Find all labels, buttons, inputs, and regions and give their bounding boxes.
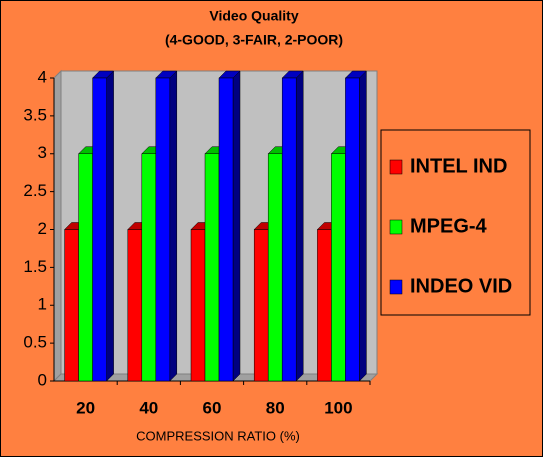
x-tick-label: 100 [324, 398, 352, 417]
bar [92, 77, 107, 382]
bar [127, 229, 143, 382]
bar [281, 77, 297, 382]
bar-side [295, 70, 304, 382]
y-tick-label: 3 [38, 143, 47, 162]
bar [218, 77, 234, 382]
y-tick-label: 2 [38, 219, 47, 238]
y-tick-label: 2.5 [23, 181, 47, 200]
bar [267, 153, 283, 382]
side-wall [53, 69, 62, 383]
y-tick-label: 4 [38, 67, 47, 86]
bar [317, 229, 332, 382]
legend-label: INDEO VID [410, 275, 512, 297]
bar-side [232, 70, 241, 382]
legend-box [380, 129, 531, 316]
bar [78, 153, 93, 382]
legend-swatch [389, 219, 403, 235]
chart-title: Video Quality [209, 8, 298, 24]
chart-subtitle: (4-GOOD, 3-FAIR, 2-POOR) [165, 32, 343, 48]
x-tick-label: 80 [266, 398, 285, 417]
legend-swatch [389, 279, 403, 295]
x-tick-label: 40 [139, 398, 158, 417]
bar-side [106, 70, 114, 382]
legend-label: MPEG-4 [410, 215, 488, 237]
x-tick-label: 60 [203, 398, 222, 417]
bar [190, 229, 206, 382]
y-tick-label: 0 [38, 370, 47, 389]
bar [64, 229, 79, 382]
bar [345, 77, 360, 382]
legend-label: INTEL IND [410, 155, 507, 177]
bar [141, 153, 157, 382]
legend-swatch [389, 159, 403, 175]
x-axis-label: COMPRESSION RATIO (%) [136, 428, 300, 443]
bar-side [359, 70, 367, 382]
bar [155, 77, 171, 382]
y-tick-label: 0.5 [23, 333, 47, 352]
y-tick-label: 1.5 [23, 257, 47, 276]
bar-side [169, 70, 178, 382]
bar [331, 153, 346, 382]
y-tick-label: 3.5 [23, 105, 47, 124]
bar [204, 153, 220, 382]
y-tick-label: 1 [38, 295, 47, 314]
bar [253, 229, 269, 382]
x-tick-label: 20 [76, 398, 95, 417]
